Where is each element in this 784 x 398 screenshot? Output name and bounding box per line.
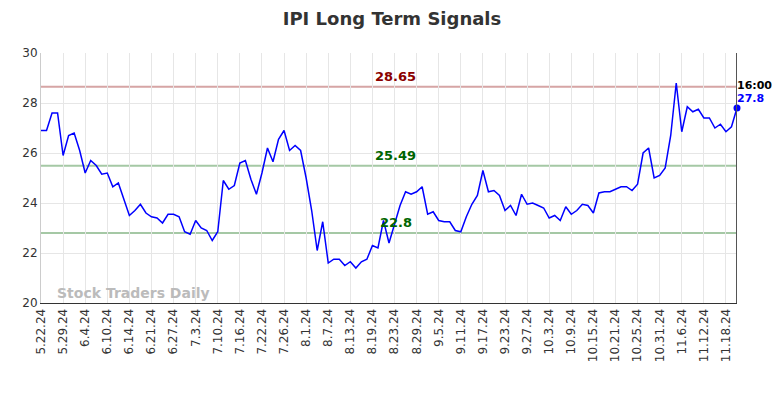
svg-text:22.8: 22.8: [380, 215, 412, 230]
svg-text:6.14.24: 6.14.24: [122, 309, 136, 355]
svg-text:10.3.24: 10.3.24: [542, 309, 556, 355]
svg-text:7.26.24: 7.26.24: [277, 309, 291, 355]
svg-text:11.18.24: 11.18.24: [719, 309, 733, 362]
svg-text:25.49: 25.49: [375, 148, 416, 163]
svg-text:8.29.24: 8.29.24: [410, 309, 424, 355]
svg-text:11.12.24: 11.12.24: [697, 309, 711, 362]
svg-text:9.5.24: 9.5.24: [432, 309, 446, 347]
svg-text:5.29.24: 5.29.24: [56, 309, 70, 355]
svg-text:9.17.24: 9.17.24: [476, 309, 490, 355]
svg-text:16:00: 16:00: [737, 79, 772, 92]
svg-text:7.3.24: 7.3.24: [189, 309, 203, 347]
svg-text:11.6.24: 11.6.24: [675, 309, 689, 355]
svg-text:9.27.24: 9.27.24: [520, 309, 534, 355]
svg-text:6.10.24: 6.10.24: [100, 309, 114, 355]
svg-text:22: 22: [22, 246, 37, 260]
svg-text:8.23.24: 8.23.24: [387, 309, 401, 355]
svg-text:IPI Long Term Signals: IPI Long Term Signals: [283, 8, 502, 29]
svg-text:10.25.24: 10.25.24: [630, 309, 644, 362]
svg-text:9.23.24: 9.23.24: [498, 309, 512, 355]
svg-text:5.22.24: 5.22.24: [34, 309, 48, 355]
svg-text:30: 30: [22, 46, 37, 60]
svg-text:24: 24: [22, 196, 37, 210]
svg-text:9.11.24: 9.11.24: [454, 309, 468, 355]
svg-text:7.16.24: 7.16.24: [233, 309, 247, 355]
svg-text:8.13.24: 8.13.24: [343, 309, 357, 355]
svg-text:6.27.24: 6.27.24: [166, 309, 180, 355]
svg-text:27.8: 27.8: [737, 92, 764, 105]
svg-text:10.15.24: 10.15.24: [586, 309, 600, 362]
svg-text:10.21.24: 10.21.24: [608, 309, 622, 362]
svg-text:10.31.24: 10.31.24: [653, 309, 667, 362]
svg-text:Stock Traders Daily: Stock Traders Daily: [57, 285, 210, 301]
svg-text:8.7.24: 8.7.24: [321, 309, 335, 347]
svg-text:26: 26: [22, 146, 37, 160]
svg-text:7.10.24: 7.10.24: [211, 309, 225, 355]
svg-text:28.65: 28.65: [375, 69, 416, 84]
svg-text:8.1.24: 8.1.24: [299, 309, 313, 347]
svg-text:28: 28: [22, 96, 37, 110]
svg-text:20: 20: [22, 296, 37, 310]
svg-text:6.21.24: 6.21.24: [144, 309, 158, 355]
svg-text:10.9.24: 10.9.24: [564, 309, 578, 355]
svg-text:8.19.24: 8.19.24: [365, 309, 379, 355]
svg-text:7.22.24: 7.22.24: [255, 309, 269, 355]
svg-text:6.4.24: 6.4.24: [78, 309, 92, 347]
